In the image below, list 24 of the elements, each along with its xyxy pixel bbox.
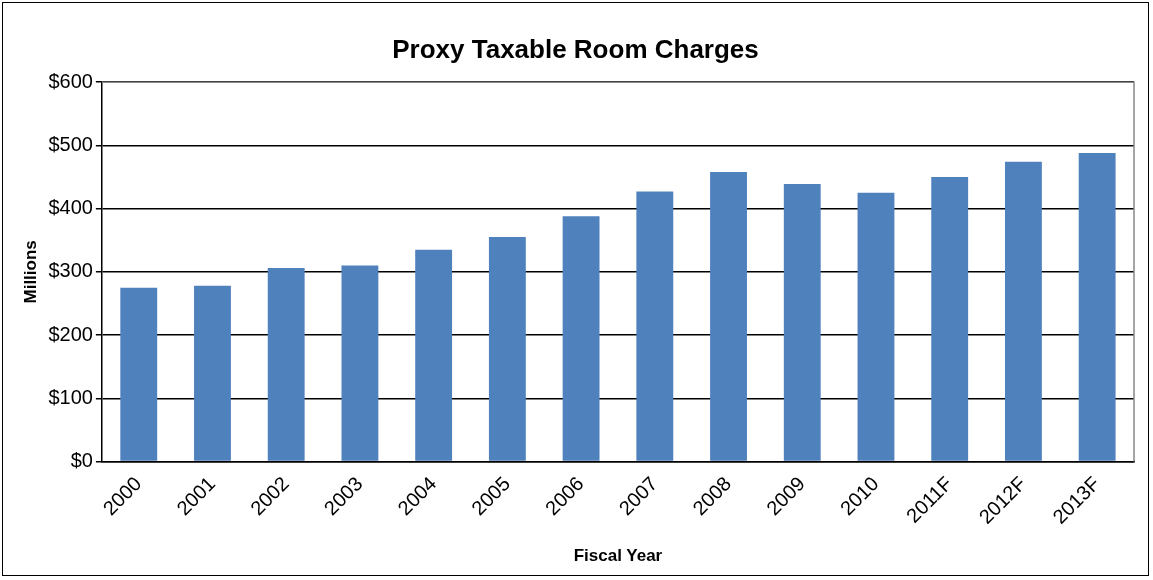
y-axis-title: Millions xyxy=(20,240,40,304)
bar xyxy=(1004,161,1042,461)
y-tick-label: $300 xyxy=(48,259,93,282)
y-tick-label: $0 xyxy=(70,449,93,472)
bar xyxy=(415,249,453,461)
bar xyxy=(857,192,895,461)
bar xyxy=(267,268,305,461)
bar xyxy=(1078,153,1116,461)
y-tick-label: $100 xyxy=(48,385,93,408)
y-tick-label: $200 xyxy=(48,322,93,345)
y-tick-label: $500 xyxy=(48,132,93,155)
y-tick-label: $600 xyxy=(48,69,93,92)
bar xyxy=(783,183,821,461)
bar xyxy=(931,177,969,461)
bar xyxy=(488,237,526,461)
bar xyxy=(341,265,379,461)
x-axis-title: Fiscal Year xyxy=(573,546,663,566)
y-tick-label: $400 xyxy=(48,196,93,219)
bar xyxy=(710,171,747,461)
chart-title: Proxy Taxable Room Charges xyxy=(392,33,759,64)
bar xyxy=(562,216,600,461)
bar xyxy=(636,191,674,461)
bar xyxy=(120,287,158,461)
bar xyxy=(194,285,231,461)
